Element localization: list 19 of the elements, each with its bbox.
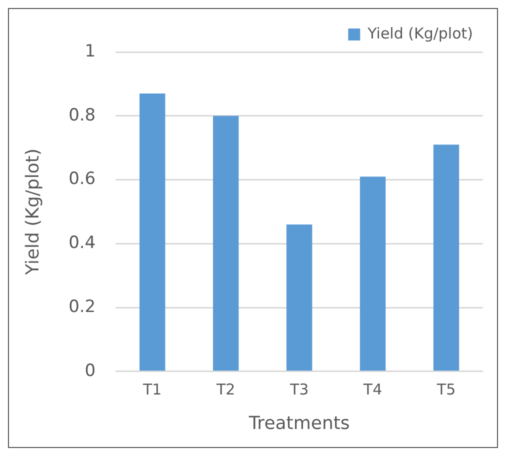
y-tick-label: 0	[84, 360, 96, 381]
y-tick-label: 0.6	[68, 169, 96, 190]
y-tick-label: 0.4	[68, 233, 96, 254]
x-tick-label: T1	[142, 380, 162, 398]
y-tick-label: 0.8	[68, 105, 96, 126]
legend-label: Yield (Kg/plot)	[366, 24, 474, 42]
bar	[212, 116, 239, 371]
y-axis-title: Yield (Kg/plot)	[22, 148, 44, 276]
bar	[140, 94, 166, 371]
x-tick-label: T4	[362, 380, 382, 398]
x-tick-label: T3	[288, 380, 309, 398]
bar	[286, 224, 312, 371]
y-tick-label: 1	[84, 41, 96, 62]
bar	[360, 176, 386, 371]
y-tick-label: 0.2	[68, 296, 96, 317]
x-axis-title: Treatments	[248, 412, 350, 434]
x-tick-label: T5	[436, 380, 456, 398]
x-tick-label: T2	[215, 380, 236, 398]
bar	[433, 144, 460, 371]
